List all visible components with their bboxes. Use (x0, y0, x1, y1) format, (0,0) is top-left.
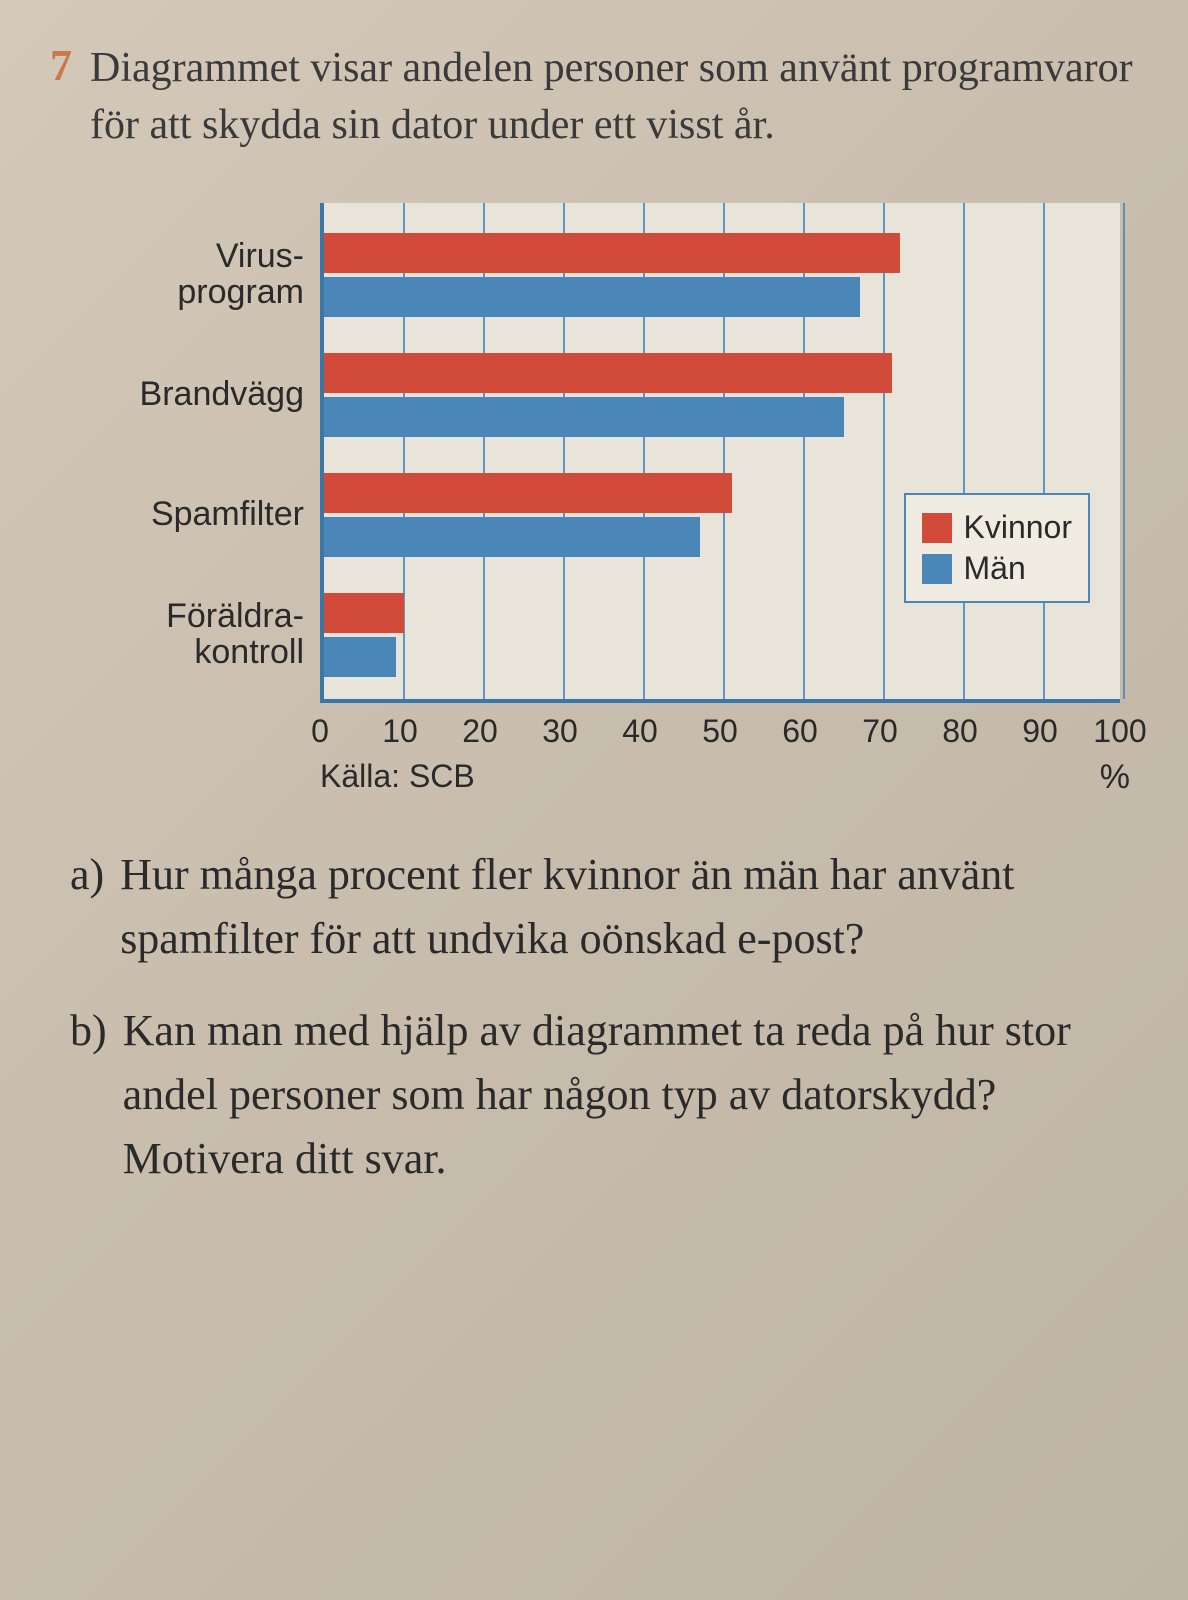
gridline (1043, 203, 1045, 699)
questions: a) Hur många procent fler kvinnor än män… (50, 843, 1138, 1190)
question-a-label: a) (70, 843, 104, 907)
bar (324, 637, 396, 677)
y-label: Spamfilter (151, 497, 304, 533)
legend-row-man: Män (922, 550, 1073, 587)
x-tick: 0 (311, 713, 329, 750)
y-label: Virus-program (177, 239, 304, 310)
x-axis-labels: 0102030405060708090100 (320, 713, 1120, 753)
bar (324, 233, 900, 273)
problem-text: Diagrammet visar andelen personer som an… (90, 40, 1138, 153)
question-b-label: b) (70, 999, 107, 1063)
chart-container: Virus-program Brandvägg Spamfilter Föräldra… (110, 203, 1138, 783)
x-tick: 20 (462, 713, 498, 750)
question-b-text: Kan man med hjälp av diagrammet ta reda … (123, 999, 1118, 1190)
bar (324, 593, 404, 633)
x-tick: 50 (702, 713, 738, 750)
question-b: b) Kan man med hjälp av diagrammet ta re… (70, 999, 1118, 1190)
x-tick: 100 (1093, 713, 1146, 750)
x-tick: 80 (942, 713, 978, 750)
gridline (963, 203, 965, 699)
legend-swatch-kvinnor (922, 513, 952, 543)
legend-label-kvinnor: Kvinnor (964, 509, 1073, 546)
x-tick: 30 (542, 713, 578, 750)
problem-intro: 7 Diagrammet visar andelen personer som … (50, 40, 1138, 153)
bar (324, 353, 892, 393)
x-tick: 70 (862, 713, 898, 750)
gridline (883, 203, 885, 699)
chart-source: Källa: SCB (320, 758, 475, 795)
gridline (1123, 203, 1125, 699)
question-a-text: Hur många procent fler kvinnor än män ha… (120, 843, 1118, 971)
y-label: Föräldra-kontroll (166, 599, 304, 670)
legend-row-kvinnor: Kvinnor (922, 509, 1073, 546)
problem-number: 7 (50, 44, 72, 88)
chart-plot: Kvinnor Män (320, 203, 1120, 703)
bar (324, 517, 700, 557)
x-tick: 60 (782, 713, 818, 750)
bar (324, 473, 732, 513)
chart-legend: Kvinnor Män (904, 493, 1091, 603)
y-axis-labels: Virus-program Brandvägg Spamfilter Föräldra… (110, 203, 320, 703)
bar (324, 277, 860, 317)
legend-label-man: Män (964, 550, 1026, 587)
x-tick: 40 (622, 713, 658, 750)
x-tick: 90 (1022, 713, 1058, 750)
question-a: a) Hur många procent fler kvinnor än män… (70, 843, 1118, 971)
legend-swatch-man (922, 554, 952, 584)
y-label: Brandvägg (140, 377, 304, 413)
bar (324, 397, 844, 437)
chart-area: Virus-program Brandvägg Spamfilter Föräldra… (110, 203, 1130, 783)
x-tick: 10 (382, 713, 418, 750)
x-axis-unit: % (1100, 758, 1130, 797)
